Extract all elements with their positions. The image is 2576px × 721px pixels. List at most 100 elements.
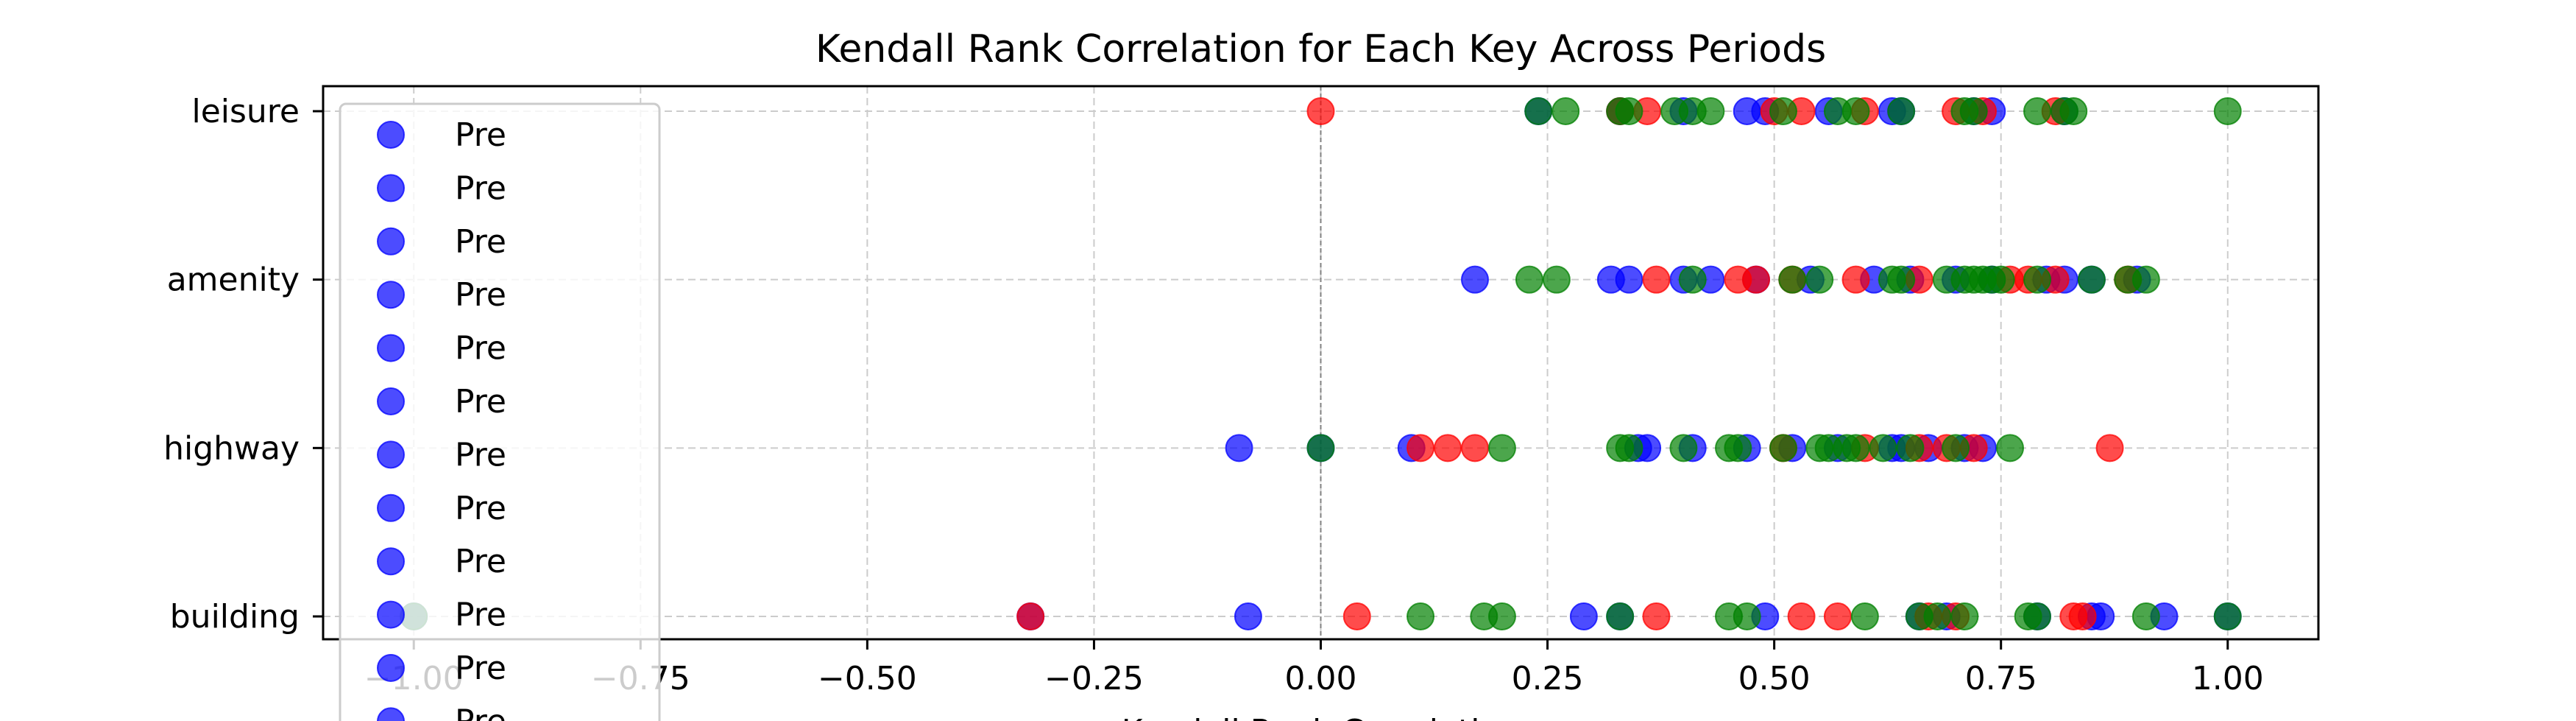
point-during-building <box>1342 602 1371 630</box>
point-post-amenity <box>1986 265 2015 294</box>
x-tick-label: 0.75 <box>1965 660 2037 697</box>
point-during-highway <box>1434 434 1462 463</box>
legend-marker <box>377 493 405 522</box>
x-tick-label: 0.50 <box>1738 660 1811 697</box>
legend-entry-label: Pre <box>455 543 506 580</box>
point-post-building <box>1606 602 1635 630</box>
point-post-highway <box>1724 434 1752 463</box>
legend-entry-label: Pre <box>455 703 506 721</box>
legend-entry-label: Pre <box>455 169 506 207</box>
point-during-building <box>1642 602 1671 630</box>
legend-marker <box>377 334 405 362</box>
point-during-building <box>1787 602 1816 630</box>
point-post-highway <box>1996 434 2025 463</box>
point-during-leisure <box>1306 97 1335 125</box>
legend-entry-label: Pre <box>455 436 506 474</box>
y-tick-label-highway: highway <box>163 429 300 467</box>
point-post-amenity <box>2023 265 2051 294</box>
point-post-building <box>2023 602 2051 630</box>
legend-entry-label: Pre <box>455 383 506 421</box>
legend-marker <box>377 707 405 721</box>
point-post-leisure <box>2059 97 2088 125</box>
point-post-building <box>2213 602 2242 630</box>
point-post-amenity <box>1515 265 1543 294</box>
point-post-amenity <box>1805 265 1834 294</box>
chart-title: Kendall Rank Correlation for Each Key Ac… <box>815 27 1826 71</box>
legend-marker <box>377 440 405 469</box>
point-pre-building <box>1569 602 1598 630</box>
point-post-highway <box>1769 434 1797 463</box>
point-post-building <box>2131 602 2160 630</box>
point-post-leisure <box>1551 97 1580 125</box>
point-during-amenity <box>1642 265 1671 294</box>
point-post-leisure <box>1841 97 1870 125</box>
point-post-highway <box>1487 434 1516 463</box>
legend: Pre Pre Pre Pre Pre Pre Pre Pre Pre Pre Pre Pre <box>339 102 661 721</box>
point-pre-highway <box>1225 434 1253 463</box>
legend-entry-label: Pre <box>455 650 506 687</box>
point-post-amenity <box>2131 265 2160 294</box>
legend-entry-label: Pre <box>455 223 506 261</box>
point-pre-building <box>1234 602 1262 630</box>
point-post-highway <box>1669 434 1698 463</box>
legend-entry-label: Pre <box>455 597 506 634</box>
point-post-amenity <box>2077 265 2106 294</box>
point-pre-amenity <box>1460 265 1489 294</box>
point-post-highway <box>1942 434 1970 463</box>
x-tick-label: −0.25 <box>1044 660 1144 697</box>
y-tick-label-amenity: amenity <box>167 261 300 299</box>
x-tick-label: 1.00 <box>2192 660 2264 697</box>
point-during-highway <box>1406 434 1435 463</box>
legend-entry-label: Pre <box>455 276 506 314</box>
x-axis-label: Kendall Rank Correlation <box>1122 713 1521 721</box>
point-post-highway <box>1615 434 1643 463</box>
point-post-building <box>1950 602 1979 630</box>
y-axis-ticks: building highway amenity leisure <box>163 93 323 636</box>
x-tick-label: 0.25 <box>1512 660 1584 697</box>
legend-marker <box>377 654 405 682</box>
point-post-leisure <box>2213 97 2242 125</box>
point-post-leisure <box>1696 97 1725 125</box>
x-tick-label: 0.00 <box>1285 660 1357 697</box>
y-tick-label-leisure: leisure <box>191 93 300 130</box>
point-during-building <box>2068 602 2097 630</box>
point-during-building <box>1016 602 1045 630</box>
point-post-building <box>1850 602 1879 630</box>
point-post-amenity <box>1678 265 1707 294</box>
point-during-amenity <box>1741 265 1770 294</box>
legend-frame <box>339 102 661 721</box>
point-post-leisure <box>1524 97 1553 125</box>
legend-marker <box>377 227 405 256</box>
point-post-highway <box>1841 434 1870 463</box>
legend-entry-label: Pre <box>455 116 506 154</box>
point-post-amenity <box>1542 265 1571 294</box>
point-post-leisure <box>1887 97 1916 125</box>
point-post-highway <box>1869 434 1897 463</box>
legend-marker <box>377 281 405 309</box>
point-post-leisure <box>1615 97 1643 125</box>
point-during-amenity <box>1841 265 1870 294</box>
point-post-highway <box>1896 434 1925 463</box>
legend-marker <box>377 174 405 203</box>
legend-marker <box>377 600 405 629</box>
legend-marker <box>377 387 405 415</box>
point-during-highway <box>1460 434 1489 463</box>
legend-marker <box>377 547 405 576</box>
point-post-building <box>1923 602 1952 630</box>
point-pre-amenity <box>1615 265 1643 294</box>
point-post-highway <box>1306 434 1335 463</box>
point-post-leisure <box>2023 97 2051 125</box>
point-post-building <box>1733 602 1761 630</box>
point-post-leisure <box>1769 97 1797 125</box>
point-post-building <box>1406 602 1435 630</box>
point-during-highway <box>2095 434 2124 463</box>
point-during-building <box>1823 602 1852 630</box>
point-post-amenity <box>1887 265 1916 294</box>
y-tick-label-building: building <box>170 598 300 636</box>
legend-marker <box>377 121 405 149</box>
point-post-amenity <box>1778 265 1807 294</box>
x-tick-label: −0.50 <box>818 660 917 697</box>
legend-entry-label: Pre <box>455 330 506 367</box>
point-post-leisure <box>1959 97 1988 125</box>
